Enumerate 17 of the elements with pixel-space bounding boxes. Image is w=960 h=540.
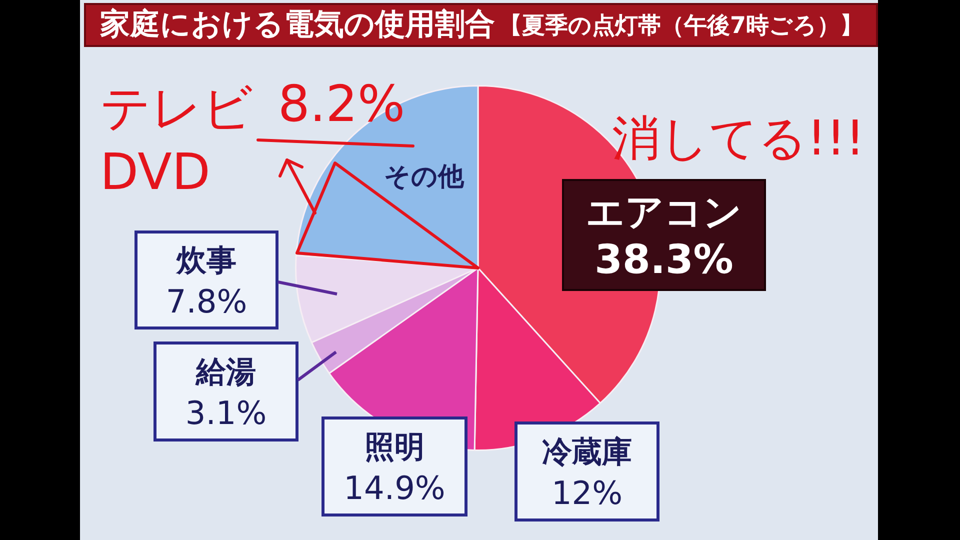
slice-label: その他	[384, 162, 465, 192]
data-label: 7.8%	[166, 282, 248, 320]
slice-label: エアコン	[586, 190, 742, 234]
text: 消してる!!!	[612, 110, 865, 166]
data-label: 38.3%	[594, 236, 734, 283]
text: DVD	[100, 142, 210, 201]
chart-subtitle: 【夏季の点灯帯（午後7時ごろ）】	[499, 12, 864, 39]
chart-title: 家庭における電気の使用割合	[100, 6, 495, 42]
text: テレビ	[100, 78, 253, 137]
data-label: 3.1%	[185, 394, 267, 432]
slice-label: 照明	[364, 430, 424, 465]
slice-label: 給湯	[195, 354, 256, 390]
text: 8.2%	[278, 74, 406, 133]
data-label: 14.9%	[344, 469, 446, 508]
slice-label: 炊事	[176, 244, 236, 279]
slice-label: 冷蔵庫	[542, 434, 632, 470]
data-label: 12%	[551, 474, 623, 512]
